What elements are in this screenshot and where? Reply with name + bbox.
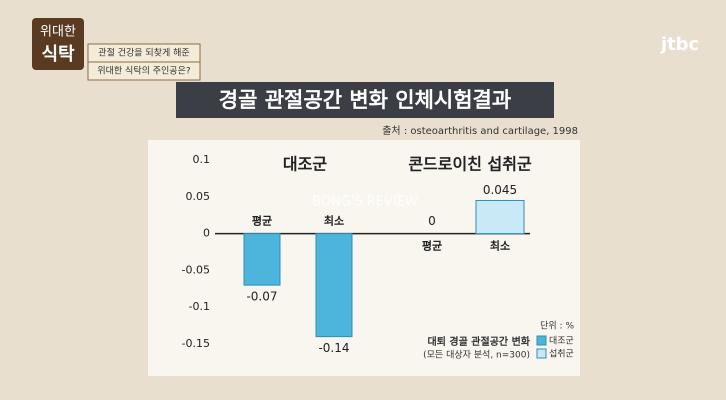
channel-logo: jtbc xyxy=(660,34,699,55)
legend-label: 섭취군 xyxy=(549,349,574,360)
legend-subtitle: (모든 대상자 분석, n=300) xyxy=(423,350,530,361)
caption: 관절 건강을 되찾게 해준 xyxy=(98,47,189,59)
y-tick-label: -0.15 xyxy=(182,337,210,350)
watermark: BONG'S REVIEW xyxy=(312,195,418,210)
chart-panel xyxy=(148,140,580,376)
y-tick-label: 0 xyxy=(203,227,210,240)
source: 출처 : osteoarthritis and cartilage, 1998 xyxy=(382,125,578,137)
y-tick-label: 0.05 xyxy=(186,190,211,203)
unit-note: 단위 : % xyxy=(540,321,574,332)
logo-box xyxy=(32,18,84,70)
value-label: -0.14 xyxy=(318,341,349,355)
group-label: 대조군 xyxy=(283,155,327,174)
logo-top: 위대한 xyxy=(40,25,76,40)
caption-box xyxy=(87,61,201,81)
value-label: 0 xyxy=(428,214,436,228)
y-tick-label: -0.05 xyxy=(182,263,210,276)
bar xyxy=(243,233,281,286)
caption: 위대한 식탁의 주인공은? xyxy=(97,65,191,77)
category-label: 평균 xyxy=(252,214,272,228)
legend-title: 대퇴 경골 관절공간 변화 xyxy=(428,335,531,348)
bar xyxy=(315,233,353,338)
category-label: 최소 xyxy=(324,214,344,228)
title-banner xyxy=(176,82,554,118)
legend-swatch xyxy=(536,348,547,359)
y-tick-label: 0.1 xyxy=(193,153,211,166)
group-label: 콘드로이친 섭취군 xyxy=(408,155,532,174)
category-label: 평균 xyxy=(422,239,442,253)
category-label: 최소 xyxy=(490,239,510,253)
value-label: 0.045 xyxy=(483,183,517,197)
chart-title: 경골 관절공간 변화 인체시험결과 xyxy=(219,88,511,112)
legend-label: 대조군 xyxy=(549,336,574,347)
bar xyxy=(475,199,525,235)
value-label: -0.07 xyxy=(246,290,277,304)
logo-bottom: 식탁 xyxy=(41,44,75,65)
y-tick-label: -0.1 xyxy=(189,300,210,313)
legend-swatch xyxy=(536,335,547,346)
